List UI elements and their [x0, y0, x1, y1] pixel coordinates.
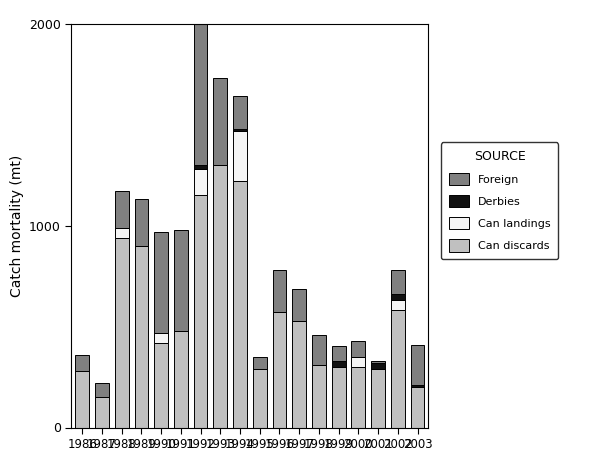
Bar: [391, 270, 405, 294]
Bar: [411, 345, 424, 385]
Bar: [76, 355, 89, 371]
Bar: [194, 24, 208, 165]
Bar: [76, 371, 89, 428]
Bar: [411, 385, 424, 387]
Bar: [214, 165, 227, 428]
Y-axis label: Catch mortality (mt): Catch mortality (mt): [10, 154, 24, 297]
Bar: [352, 357, 365, 367]
Bar: [233, 131, 247, 181]
Bar: [194, 195, 208, 428]
Bar: [391, 300, 405, 311]
Bar: [253, 357, 267, 369]
Bar: [95, 383, 109, 397]
Bar: [312, 365, 326, 428]
Bar: [115, 191, 129, 228]
Bar: [273, 313, 286, 428]
Bar: [273, 270, 286, 313]
Bar: [292, 321, 306, 428]
Bar: [292, 289, 306, 321]
Legend: Foreign, Derbies, Can landings, Can discards: Foreign, Derbies, Can landings, Can disc…: [441, 142, 558, 259]
Bar: [312, 334, 326, 365]
Bar: [194, 165, 208, 169]
Bar: [194, 169, 208, 195]
Bar: [174, 331, 188, 428]
Bar: [371, 369, 385, 428]
Bar: [233, 96, 247, 129]
Bar: [154, 232, 168, 332]
Bar: [332, 361, 346, 367]
Bar: [371, 361, 385, 363]
Bar: [391, 311, 405, 428]
Bar: [134, 200, 148, 246]
Bar: [332, 346, 346, 361]
Bar: [134, 246, 148, 428]
Bar: [214, 78, 227, 165]
Bar: [174, 230, 188, 331]
Bar: [371, 363, 385, 369]
Bar: [154, 332, 168, 343]
Bar: [253, 369, 267, 428]
Bar: [332, 367, 346, 428]
Bar: [233, 181, 247, 428]
Bar: [154, 343, 168, 428]
Bar: [115, 238, 129, 428]
Bar: [233, 129, 247, 131]
Bar: [411, 387, 424, 428]
Bar: [352, 367, 365, 428]
Bar: [391, 294, 405, 300]
Bar: [95, 397, 109, 428]
Bar: [352, 341, 365, 357]
Bar: [115, 228, 129, 238]
